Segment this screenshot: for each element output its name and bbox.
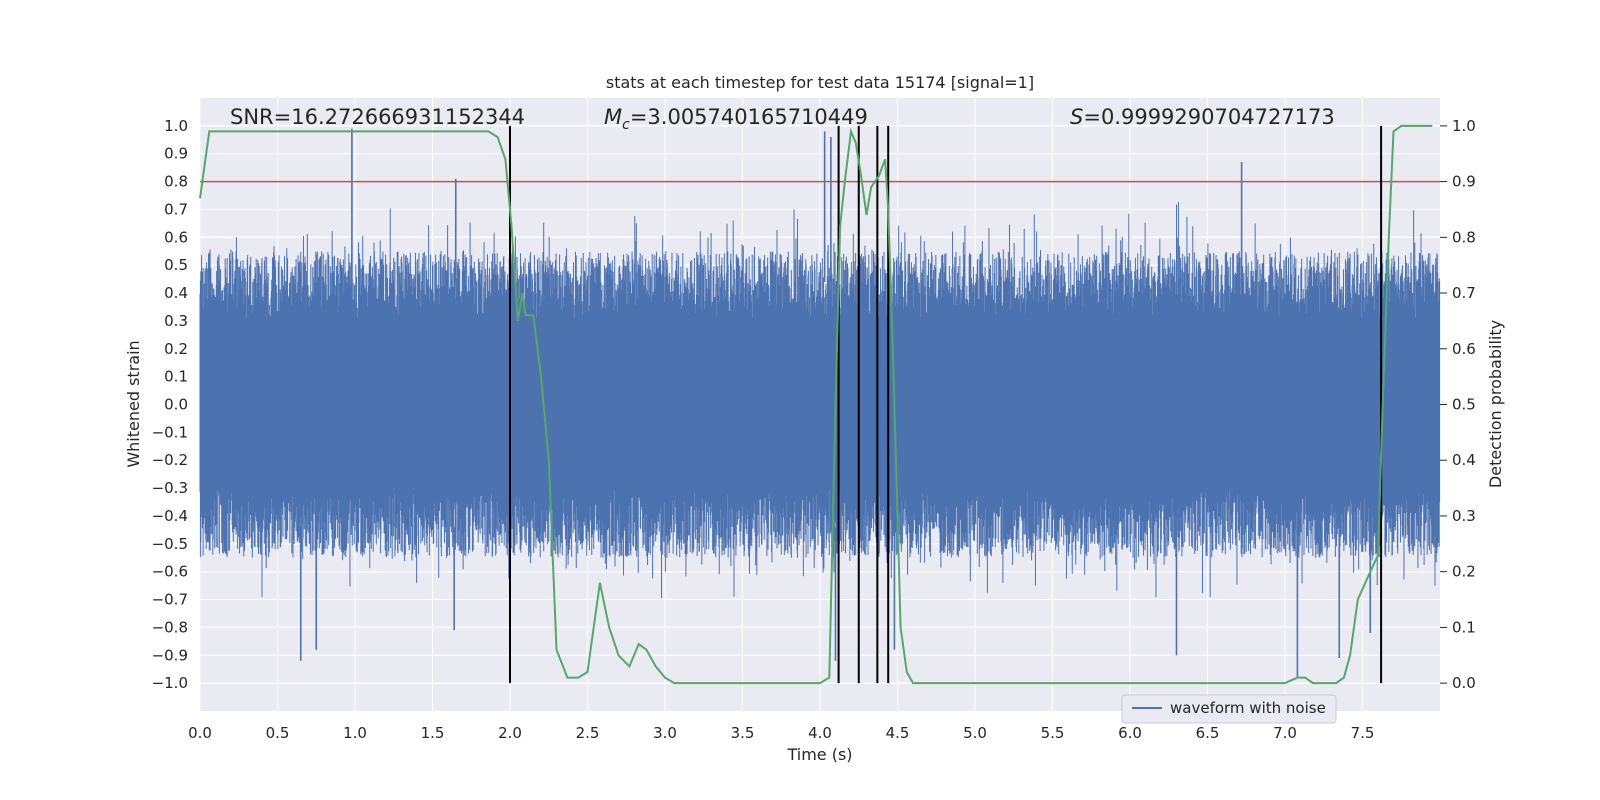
- ticks: 0.0 0.5 1.0 1.5 2.0 2.5 3.0 3.5 4.0 4.5 5.0 5.5 6.0 6…: [152, 117, 1476, 742]
- y-tick-label-5: −0.5: [152, 535, 188, 553]
- y2-tick-label-8: 0.8: [1452, 228, 1476, 246]
- y-tick-label-20: 1.0: [164, 117, 188, 135]
- y-tick-label-9: −0.1: [152, 423, 188, 441]
- x-tick-label-5: 2.5: [576, 724, 600, 742]
- y-tick-label-12: 0.2: [164, 340, 188, 358]
- y2-axis-label: Detection probability: [1486, 320, 1505, 488]
- y2-tick-label-6: 0.6: [1452, 340, 1476, 358]
- y-axis-label: Whitened strain: [124, 340, 143, 467]
- legend-box: [1121, 694, 1337, 724]
- chirp-mass-symbol: M: [604, 105, 622, 129]
- statistic-annotation: S=0.9999290704727173: [1070, 105, 1335, 129]
- y-tick-label-0: −1.0: [152, 674, 188, 692]
- statistic-value: =0.9999290704727173: [1083, 105, 1334, 129]
- y-tick-label-1: −0.9: [152, 646, 188, 664]
- y2-tick-label-9: 0.9: [1452, 173, 1476, 191]
- x-tick-label-14: 7.0: [1273, 724, 1297, 742]
- y2-tick-label-10: 1.0: [1452, 117, 1476, 135]
- legend-label: waveform with noise: [1170, 699, 1326, 717]
- y-tick-label-19: 0.9: [164, 145, 188, 163]
- y-tick-label-18: 0.8: [164, 173, 188, 191]
- snr-annotation: SNR=16.272666931152344: [230, 105, 525, 129]
- x-tick-label-9: 4.5: [886, 724, 910, 742]
- x-tick-label-12: 6.0: [1118, 724, 1142, 742]
- chirp-mass-subscript: c: [622, 117, 630, 133]
- y-tick-label-17: 0.7: [164, 200, 188, 218]
- x-tick-label-7: 3.5: [731, 724, 755, 742]
- chirp-mass-value: =3.005740165710449: [630, 105, 868, 129]
- y-tick-label-11: 0.1: [164, 368, 188, 386]
- x-tick-label-3: 1.5: [421, 724, 445, 742]
- x-tick-label-6: 3.0: [653, 724, 677, 742]
- probability-line-0: [199, 124, 1433, 685]
- x-tick-label-4: 2.0: [498, 724, 522, 742]
- y-tick-label-6: −0.4: [152, 507, 188, 525]
- y2-tick-label-5: 0.5: [1452, 396, 1476, 414]
- y-tick-label-14: 0.4: [164, 284, 188, 302]
- y-tick-label-7: −0.3: [152, 479, 188, 497]
- x-tick-label-8: 4.0: [808, 724, 832, 742]
- x-axis-label: Time (s): [786, 745, 852, 764]
- y-tick-label-4: −0.6: [152, 563, 188, 581]
- y2-tick-label-0: 0.0: [1452, 674, 1476, 692]
- statistic-symbol: S: [1070, 105, 1083, 129]
- x-tick-label-11: 5.5: [1041, 724, 1065, 742]
- y-tick-label-3: −0.7: [152, 591, 188, 609]
- chirp-mass-annotation: Mc=3.005740165710449: [604, 105, 868, 133]
- y2-tick-label-3: 0.3: [1452, 507, 1476, 525]
- y2-tick-label-7: 0.7: [1452, 284, 1476, 302]
- y-tick-label-16: 0.6: [164, 228, 188, 246]
- y2-tick-label-1: 0.1: [1452, 618, 1476, 636]
- x-tick-label-2: 1.0: [343, 724, 367, 742]
- x-tick-label-15: 7.5: [1351, 724, 1375, 742]
- x-tick-label-10: 5.0: [963, 724, 987, 742]
- x-tick-label-13: 6.5: [1196, 724, 1220, 742]
- y2-tick-label-4: 0.4: [1452, 451, 1476, 469]
- y-tick-label-2: −0.8: [152, 618, 188, 636]
- x-tick-label-0: 0.0: [188, 724, 212, 742]
- x-tick-label-1: 0.5: [266, 724, 290, 742]
- y-tick-label-15: 0.5: [164, 256, 188, 274]
- chart-title: stats at each timestep for test data 151…: [606, 73, 1034, 92]
- y-tick-label-10: 0.0: [164, 396, 188, 414]
- y-tick-label-8: −0.2: [152, 451, 188, 469]
- probability-series: [199, 124, 1433, 685]
- y2-tick-label-2: 0.2: [1452, 563, 1476, 581]
- y-tick-label-13: 0.3: [164, 312, 188, 330]
- legend: waveform with noise: [1121, 694, 1337, 724]
